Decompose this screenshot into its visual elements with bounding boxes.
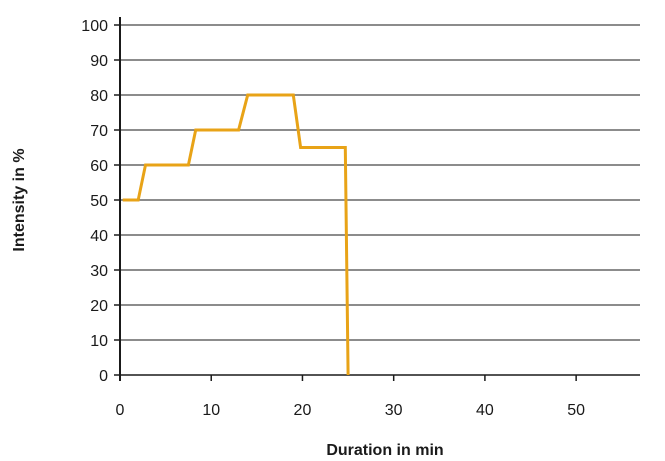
x-axis-title: Duration in min xyxy=(326,442,443,459)
x-tick-label-30: 30 xyxy=(385,402,403,419)
y-tick-label-90: 90 xyxy=(90,53,108,70)
x-tick-label-10: 10 xyxy=(202,402,220,419)
series-layer xyxy=(122,93,350,376)
y-tick-label-0: 0 xyxy=(99,368,108,385)
y-tick-label-100: 100 xyxy=(81,18,108,35)
x-tick-label-40: 40 xyxy=(476,402,494,419)
y-tick-label-50: 50 xyxy=(90,193,108,210)
x-tick-label-0: 0 xyxy=(116,402,125,419)
y-axis-title: Intensity in % xyxy=(11,148,28,251)
y-tick-label-40: 40 xyxy=(90,228,108,245)
x-tick-label-50: 50 xyxy=(567,402,585,419)
x-tick-label-20: 20 xyxy=(294,402,312,419)
axes xyxy=(114,17,640,381)
y-tick-label-20: 20 xyxy=(90,298,108,315)
y-tick-label-60: 60 xyxy=(90,158,108,175)
tick-labels: 0 10 20 30 40 50 60 70 80 90 100 0 10 20 30 40 50 xyxy=(81,18,585,419)
y-tick-label-80: 80 xyxy=(90,88,108,105)
y-tick-label-10: 10 xyxy=(90,333,108,350)
grid-lines xyxy=(120,24,640,341)
series-line-0 xyxy=(122,93,350,376)
y-tick-label-30: 30 xyxy=(90,263,108,280)
y-tick-label-70: 70 xyxy=(90,123,108,140)
